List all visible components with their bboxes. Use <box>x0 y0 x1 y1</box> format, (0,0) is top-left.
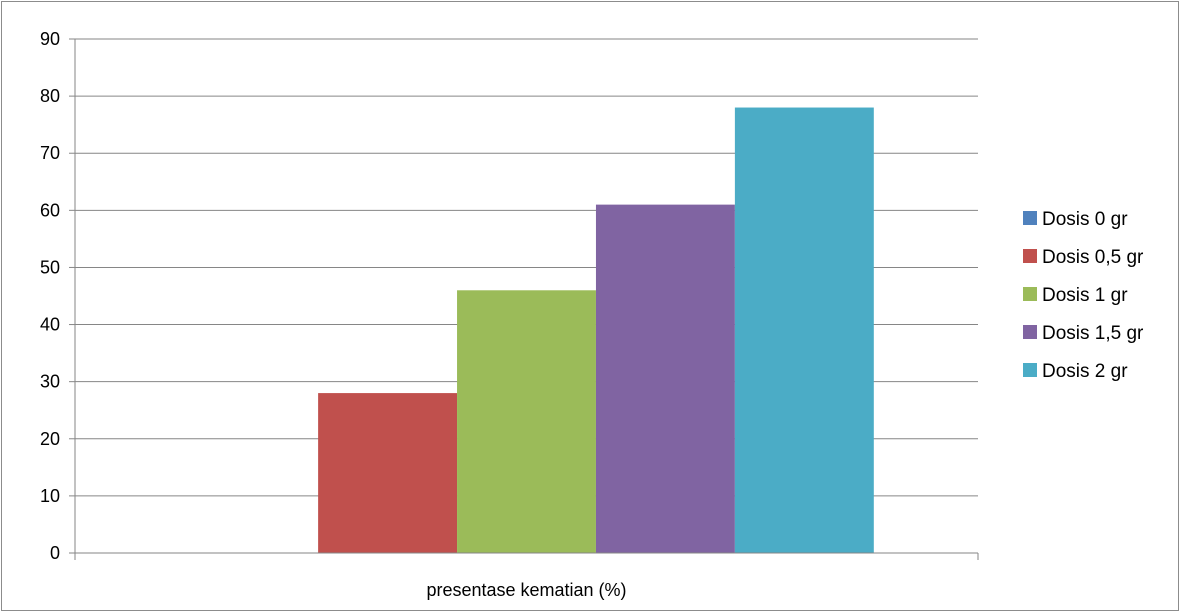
y-tick-labels: 0 10 20 30 40 50 60 70 80 90 <box>40 29 60 563</box>
legend-swatch <box>1023 363 1037 377</box>
legend-swatch <box>1023 287 1037 301</box>
legend: Dosis 0 gr Dosis 0,5 gr Dosis 1 gr Dosis 1,… <box>1023 209 1144 382</box>
y-tick-label: 10 <box>40 486 60 506</box>
y-tick-label: 70 <box>40 143 60 163</box>
bar-dosis-1-gr <box>457 290 596 553</box>
y-tick-label: 40 <box>40 315 60 335</box>
x-category-label: presentase kematian (%) <box>426 580 626 600</box>
bars <box>318 107 874 554</box>
x-category-labels: presentase kematian (%) <box>426 580 626 600</box>
legend-label: Dosis 1,5 gr <box>1042 323 1144 344</box>
y-tick-label: 20 <box>40 429 60 449</box>
legend-label: Dosis 0 gr <box>1042 209 1128 230</box>
legend-swatch <box>1023 325 1037 339</box>
y-tick-label: 30 <box>40 372 60 392</box>
y-tick-label: 60 <box>40 200 60 220</box>
legend-swatch <box>1023 211 1037 225</box>
axes <box>69 38 979 560</box>
legend-label: Dosis 0,5 gr <box>1042 247 1144 268</box>
legend-label: Dosis 1 gr <box>1042 285 1128 306</box>
bar-dosis-0-5-gr <box>318 393 458 553</box>
y-tick-label: 50 <box>40 257 60 277</box>
bar-dosis-1-5-gr <box>595 204 735 553</box>
y-tick-label: 0 <box>50 543 60 563</box>
legend-label: Dosis 2 gr <box>1042 361 1128 382</box>
y-tick-label: 80 <box>40 86 60 106</box>
legend-swatch <box>1023 249 1037 263</box>
bar-dosis-2-gr <box>734 107 874 554</box>
y-tick-label: 90 <box>40 29 60 49</box>
